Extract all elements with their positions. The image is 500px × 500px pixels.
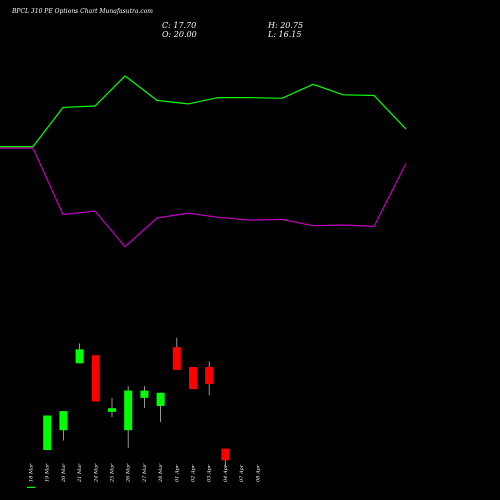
x-tick-label: 08 Apr xyxy=(255,464,261,482)
candle-body xyxy=(59,411,68,431)
x-tick-label: 28 Mar xyxy=(158,463,164,483)
x-axis: 18 Mar 19 Mar 20 Mar 21 Mar 24 Mar 25 Mar 26 M… xyxy=(29,463,262,483)
candle-body xyxy=(124,390,133,431)
candle-body xyxy=(221,448,230,461)
candles-layer xyxy=(27,337,230,489)
x-tick-label: 04 Apr xyxy=(223,464,229,482)
x-tick-label: 27 Mar xyxy=(142,463,148,483)
x-tick-label: 07 Apr xyxy=(239,464,245,482)
ohlc-close: C: 17.70 xyxy=(162,21,197,30)
x-tick-label: 18 Mar xyxy=(29,463,35,482)
candle-body xyxy=(156,392,165,406)
candle-body xyxy=(108,408,116,412)
ohlc-low: L: 16.15 xyxy=(268,30,302,39)
x-tick-label: 24 Mar xyxy=(93,463,99,483)
x-tick-label: 26 Mar xyxy=(126,463,132,483)
candle-body xyxy=(205,367,214,384)
x-tick-label: 19 Mar xyxy=(45,463,51,482)
ohlc-open: O: 20.00 xyxy=(162,30,197,39)
lower-band-line xyxy=(0,147,407,248)
upper-band-line xyxy=(0,75,407,148)
x-tick-label: 21 Mar xyxy=(77,463,83,483)
candle-body xyxy=(27,486,35,489)
candle-body xyxy=(91,355,100,402)
candle-body xyxy=(172,347,181,370)
candle-body xyxy=(189,367,197,390)
x-tick-label: 01 Apr xyxy=(174,464,180,482)
candle-body xyxy=(75,349,84,364)
ohlc-high: H: 20.75 xyxy=(268,21,304,30)
candle-body xyxy=(43,415,52,451)
x-tick-label: 03 Apr xyxy=(207,464,213,482)
bands-layer xyxy=(0,75,407,248)
candle-body xyxy=(140,390,149,398)
x-tick-label: 25 Mar xyxy=(110,463,116,483)
chart-title: BPCL 310 PE Options Chart Munafasutra.co… xyxy=(12,8,153,15)
x-tick-label: 20 Mar xyxy=(61,463,67,483)
x-tick-label: 02 Apr xyxy=(191,464,197,482)
